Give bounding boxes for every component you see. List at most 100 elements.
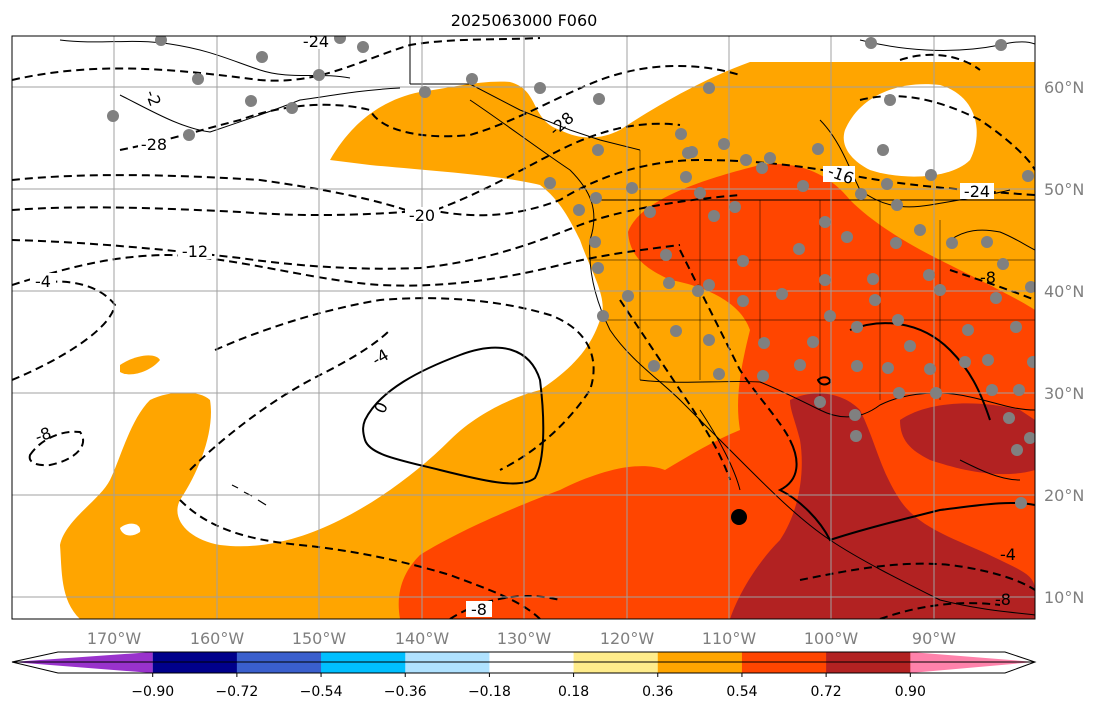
station-marker [923,269,935,281]
station-marker [891,199,903,211]
station-marker [893,387,905,399]
contour-8-east [679,249,791,441]
alaska-coast-north [59,39,351,79]
station-marker [593,93,605,105]
station-marker [986,384,998,396]
dark-red-region-south [730,393,1035,619]
lon-label: 90°W [912,629,956,648]
station-marker [851,360,863,372]
station-marker [934,284,946,296]
hawaii-hole [178,492,210,512]
lon-label: 130°W [497,629,552,648]
contour-label: -24 [964,182,990,201]
station-marker [1025,281,1035,293]
station-marker [183,129,195,141]
lat-label: 10°N [1044,588,1084,607]
contour-4-southeast [799,562,1035,591]
station-marker [644,206,656,218]
contour-8-south [179,499,541,619]
station-marker [334,36,346,44]
orange-region-small [120,355,160,375]
contour-0-closed [362,346,545,485]
station-marker [534,82,546,94]
station-marker [807,336,819,348]
station-marker [764,152,776,164]
baja-coast [699,409,741,491]
station-marker [1003,412,1015,424]
station-marker [794,359,806,371]
contour-24b [12,122,681,217]
colorbar-tick-label: 0.72 [811,684,842,700]
contour-4 [214,297,595,471]
contour-8-closed [28,430,85,467]
contour-label: -4 [35,272,51,291]
station-marker [997,258,1009,270]
station-marker [694,187,706,199]
station-marker [703,279,715,291]
colorbar-tick-label: −0.72 [215,684,258,700]
contour-8-northeast [949,269,1035,301]
station-marker [626,182,638,194]
station-marker [718,138,730,150]
station-marker [740,154,752,166]
station-marker [1024,432,1035,444]
lat-label: 50°N [1044,180,1084,199]
station-marker [882,362,894,374]
contour-label: -20 [409,206,435,225]
contour-label: -8 [32,423,53,446]
station-marker [819,274,831,286]
station-marker [597,310,609,322]
station-marker [867,273,879,285]
station-marker [592,144,604,156]
station-marker [1015,497,1027,509]
lon-label: 120°W [600,629,655,648]
contour-8-bottom [449,595,561,619]
station-marker [1022,170,1034,182]
colorbar-tick-label: 0.36 [642,684,673,700]
station-marker [776,288,788,300]
contour-0-east [849,322,991,421]
colorbar-tick-label: −0.18 [468,684,511,700]
station-marker [892,314,904,326]
station-marker [1011,444,1023,456]
station-marker [663,277,675,289]
station-marker [990,292,1002,304]
colorbar-tick-label: 0.90 [895,684,926,700]
station-marker [757,370,769,382]
station-marker [841,231,853,243]
great-lakes [949,229,1035,251]
colorbar: −0.90 −0.72 −0.54 −0.36 −0.18 0.18 0.36 0.54 0.7… [11,651,1037,700]
station-marker [573,204,585,216]
contour-4-west [12,280,117,381]
station-marker [1010,321,1022,333]
station-marker [946,237,958,249]
contour-label: -4 [1000,545,1016,564]
station-markers [107,36,1035,509]
station-marker [904,340,916,352]
station-marker [855,188,867,200]
station-marker [981,236,993,248]
station-marker [982,354,994,366]
station-marker [877,144,889,156]
station-marker [703,334,715,346]
station-marker [793,243,805,255]
station-marker [850,430,862,442]
station-marker [245,95,257,107]
station-marker [313,69,325,81]
station-marker [1027,356,1035,368]
station-marker [419,86,431,98]
station-marker [881,178,893,190]
latitude-labels: 60°N 50°N 40°N 30°N 20°N 10°N [1044,78,1084,607]
station-marker [107,110,119,122]
contour-0-south [777,439,1035,542]
station-marker [924,363,936,375]
colorbar-outline [11,651,1037,674]
station-marker [703,82,715,94]
station-marker [925,169,937,181]
lon-label: 170°W [87,629,142,648]
contour-label: -8 [995,590,1011,609]
station-marker [914,224,926,236]
station-marker [756,162,768,174]
station-marker [737,255,749,267]
